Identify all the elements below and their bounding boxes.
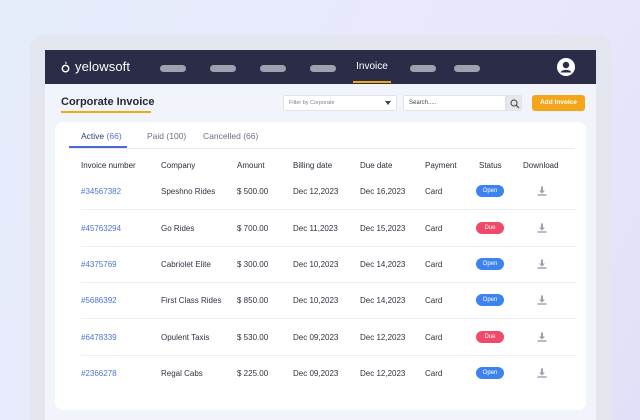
due-date: Dec 15,2023 [360,224,406,233]
billing-date: Dec 09,2023 [293,369,339,378]
top-navbar: yelowsoft Invoice [45,50,596,84]
page-title: Corporate Invoice [61,96,155,108]
due-date: Dec 12,2023 [360,369,406,378]
status-badge: Open [476,185,504,197]
search-button[interactable] [506,95,522,111]
table-row: #5686392 First Class Rides $ 850.00 Dec 10,… [81,283,576,319]
amount-value: $ 500.00 [237,187,269,196]
nav-item-2[interactable] [210,65,236,72]
add-invoice-button[interactable]: Add Invoice [532,95,585,111]
tab-paid[interactable]: Paid (100) [147,131,186,141]
payment-method: Card [425,333,443,342]
column-header: Amount [237,161,265,170]
download-icon[interactable] [537,186,547,196]
tabs-divider [69,148,575,149]
amount-value: $ 700.00 [237,224,269,233]
billing-date: Dec 09,2023 [293,333,339,342]
search-input[interactable]: Search..... [403,95,506,111]
nav-item-invoice[interactable]: Invoice [356,61,388,72]
nav-item-6[interactable] [410,65,436,72]
due-date: Dec 16,2023 [360,187,406,196]
download-icon[interactable] [537,259,547,269]
tab-label: Paid [147,131,165,141]
table-row: #34567382 Speshno Rides $ 500.00 Dec 12,202… [81,174,576,210]
download-icon[interactable] [537,295,547,305]
status-badge: Open [476,294,504,306]
tab-count: (66) [243,131,259,141]
tab-count: (66) [106,131,122,141]
yelowsoft-logo-icon [61,60,70,73]
download-icon[interactable] [537,368,547,378]
column-header: Due date [360,161,393,170]
brand-logo[interactable]: yelowsoft [61,59,130,74]
invoice-number-link[interactable]: #2366278 [81,369,117,378]
due-date: Dec 14,2023 [360,260,406,269]
column-header: Payment [425,161,457,170]
brand-name: yelowsoft [75,59,131,74]
company-name: Speshno Rides [161,187,216,196]
table-row: #45763294 Go Rides $ 700.00 Dec 11,2023 Dec … [81,211,576,247]
amount-value: $ 225.00 [237,369,269,378]
amount-value: $ 530.00 [237,333,269,342]
table-row: #4375769 Cabriolet Elite $ 300.00 Dec 10,20… [81,247,576,283]
filter-placeholder: Filter by Corporate [289,100,335,106]
download-icon[interactable] [537,332,547,342]
nav-active-indicator [353,81,391,83]
tab-label: Cancelled [203,131,241,141]
tab-cancelled[interactable]: Cancelled (66) [203,131,258,141]
company-name: Regal Cabs [161,369,203,378]
tab-active[interactable]: Active (66) [81,131,122,141]
invoice-number-link[interactable]: #34567382 [81,187,122,196]
due-date: Dec 14,2023 [360,296,406,305]
invoice-number-link[interactable]: #6478339 [81,333,117,342]
column-header: Billing date [293,161,333,170]
billing-date: Dec 10,2023 [293,296,339,305]
title-underline [61,111,151,113]
chevron-down-icon [385,101,391,105]
payment-method: Card [425,296,443,305]
billing-date: Dec 10,2023 [293,260,339,269]
invoice-card: Active (66) Paid (100) Cancelled (66) In… [55,122,586,410]
user-avatar-icon[interactable] [557,58,575,76]
invoice-number-link[interactable]: #5686392 [81,296,117,305]
nav-item-7[interactable] [454,65,480,72]
amount-value: $ 850.00 [237,296,269,305]
table-row: #6478339 Opulent Taxis $ 530.00 Dec 09,2023… [81,320,576,356]
company-name: Opulent Taxis [161,333,210,342]
payment-method: Card [425,224,443,233]
column-header: Status [479,161,502,170]
status-badge: Open [476,258,504,270]
download-icon[interactable] [537,223,547,233]
nav-item-4[interactable] [310,65,336,72]
due-date: Dec 12,2023 [360,333,406,342]
column-header: Company [161,161,196,170]
status-badge: Open [476,367,504,379]
column-header: Invoice number [81,161,136,170]
status-badge: Due [476,331,504,343]
invoice-number-link[interactable]: #4375769 [81,260,117,269]
tab-label: Active [81,131,105,141]
billing-date: Dec 12,2023 [293,187,339,196]
tab-count: (100) [166,131,187,141]
corporate-filter-select[interactable]: Filter by Corporate [283,95,397,111]
payment-method: Card [425,369,443,378]
search-icon [510,99,520,109]
column-header: Download [523,161,559,170]
invoice-number-link[interactable]: #45763294 [81,224,122,233]
status-badge: Due [476,222,504,234]
nav-item-1[interactable] [160,65,186,72]
tab-active-indicator [69,146,127,148]
table-row: #2366278 Regal Cabs $ 225.00 Dec 09,2023 Dec… [81,356,576,392]
payment-method: Card [425,260,443,269]
company-name: First Class Rides [161,296,222,305]
app-screen: yelowsoft Invoice Corporate Invoice Filt… [45,50,596,420]
company-name: Go Rides [161,224,195,233]
amount-value: $ 300.00 [237,260,269,269]
nav-item-3[interactable] [260,65,286,72]
payment-method: Card [425,187,443,196]
company-name: Cabriolet Elite [161,260,211,269]
billing-date: Dec 11,2023 [293,224,338,233]
